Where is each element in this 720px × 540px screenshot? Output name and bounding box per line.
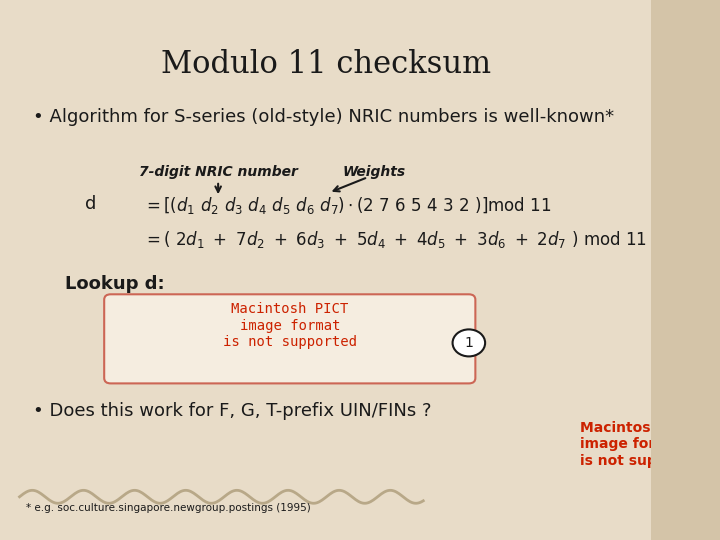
FancyBboxPatch shape xyxy=(104,294,475,383)
Text: 7-digit NRIC number: 7-digit NRIC number xyxy=(139,165,297,179)
Text: 1: 1 xyxy=(464,336,473,350)
Text: Lookup d:: Lookup d: xyxy=(65,275,165,293)
Text: $= (\ 2d_1\ +\ 7d_2\ +\ 6d_3\ +\ 5d_4\ +\ 4d_5\ +\ 3d_6\ +\ 2d_7\ )\ \mathrm{mod: $= (\ 2d_1\ +\ 7d_2\ +\ 6d_3\ +\ 5d_4\ +… xyxy=(143,230,647,251)
Text: • Algorithm for S-series (old-style) NRIC numbers is well-known*: • Algorithm for S-series (old-style) NRI… xyxy=(32,108,613,126)
Text: * e.g. soc.culture.singapore.newgroup.postings (1995): * e.g. soc.culture.singapore.newgroup.po… xyxy=(26,503,311,514)
FancyBboxPatch shape xyxy=(0,0,657,540)
Circle shape xyxy=(453,329,485,356)
Text: Macintosh P
image form
is not supp: Macintosh P image form is not supp xyxy=(580,421,675,468)
Text: • Does this work for F, G, T-prefix UIN/FINs ?: • Does this work for F, G, T-prefix UIN/… xyxy=(32,402,431,420)
Text: Macintosh PICT
image format
is not supported: Macintosh PICT image format is not suppo… xyxy=(222,302,357,349)
Text: d: d xyxy=(85,195,96,213)
Text: Weights: Weights xyxy=(343,165,406,179)
Text: $= \left[(d_1\ d_2\ d_3\ d_4\ d_5\ d_6\ d_7) \cdot (2\ 7\ 6\ 5\ 4\ 3\ 2\ )\right: $= \left[(d_1\ d_2\ d_3\ d_4\ d_5\ d_6\ … xyxy=(143,195,552,217)
Text: Modulo 11 checksum: Modulo 11 checksum xyxy=(161,49,490,79)
